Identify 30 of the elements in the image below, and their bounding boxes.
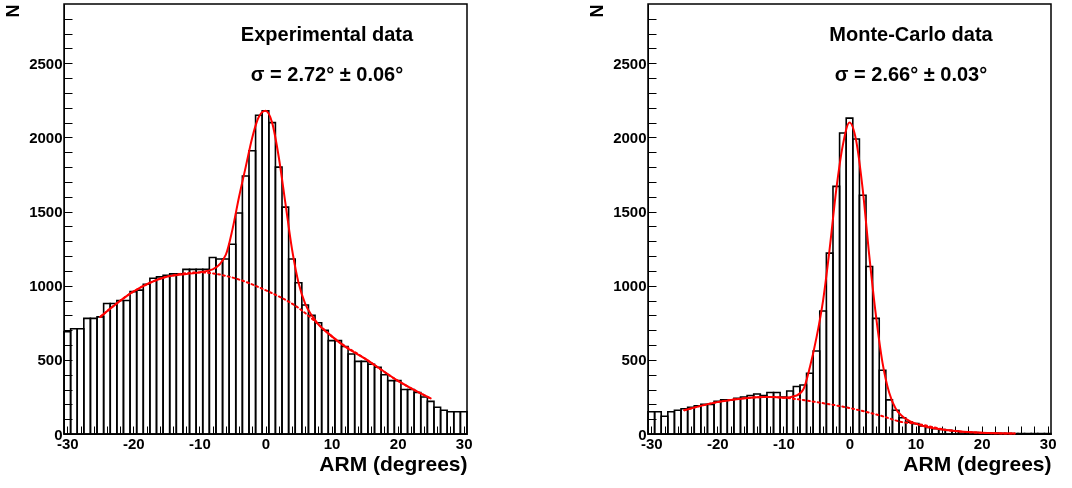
- text: Experimental data: [240, 23, 415, 45]
- y-axis-title: N: [587, 4, 608, 18]
- x-axis-title: ARM (degrees): [319, 451, 468, 475]
- annotation: σ = 2.72° ± 0.06°: [250, 63, 404, 85]
- y-tick-label: 2500: [613, 54, 647, 72]
- x-tick-label: -20: [123, 434, 145, 452]
- text: Monte-Carlo data: [829, 23, 994, 45]
- y-tick-label: 1500: [613, 203, 647, 221]
- x-tick-label: 10: [907, 434, 925, 452]
- y-axis-title: N: [3, 4, 24, 18]
- x-tick-label: -10: [189, 434, 211, 452]
- x-tick-label: 0: [261, 434, 271, 452]
- x-axis-title: ARM (degrees): [903, 451, 1052, 475]
- x-tick-label: 10: [323, 434, 341, 452]
- y-tick-label: 2000: [29, 128, 63, 146]
- x-tick-label: 30: [1039, 434, 1057, 452]
- y-tick-label: 2000: [613, 128, 647, 146]
- x-tick-label: 0: [845, 434, 855, 452]
- x-tick-label: 20: [389, 434, 407, 452]
- annotation: σ = 2.66° ± 0.03°: [834, 63, 988, 85]
- y-tick-label: 500: [37, 351, 63, 369]
- y-tick-label: 1500: [29, 203, 63, 221]
- y-tick-label: 1000: [29, 277, 63, 295]
- y-tick-label: 1000: [613, 277, 647, 295]
- x-tick-label: -10: [773, 434, 795, 452]
- y-tick-label: 500: [621, 351, 647, 369]
- x-tick-label: -20: [707, 434, 729, 452]
- x-tick-label: 30: [455, 434, 473, 452]
- y-tick-label: 2500: [29, 54, 63, 72]
- x-tick-label: 20: [973, 434, 991, 452]
